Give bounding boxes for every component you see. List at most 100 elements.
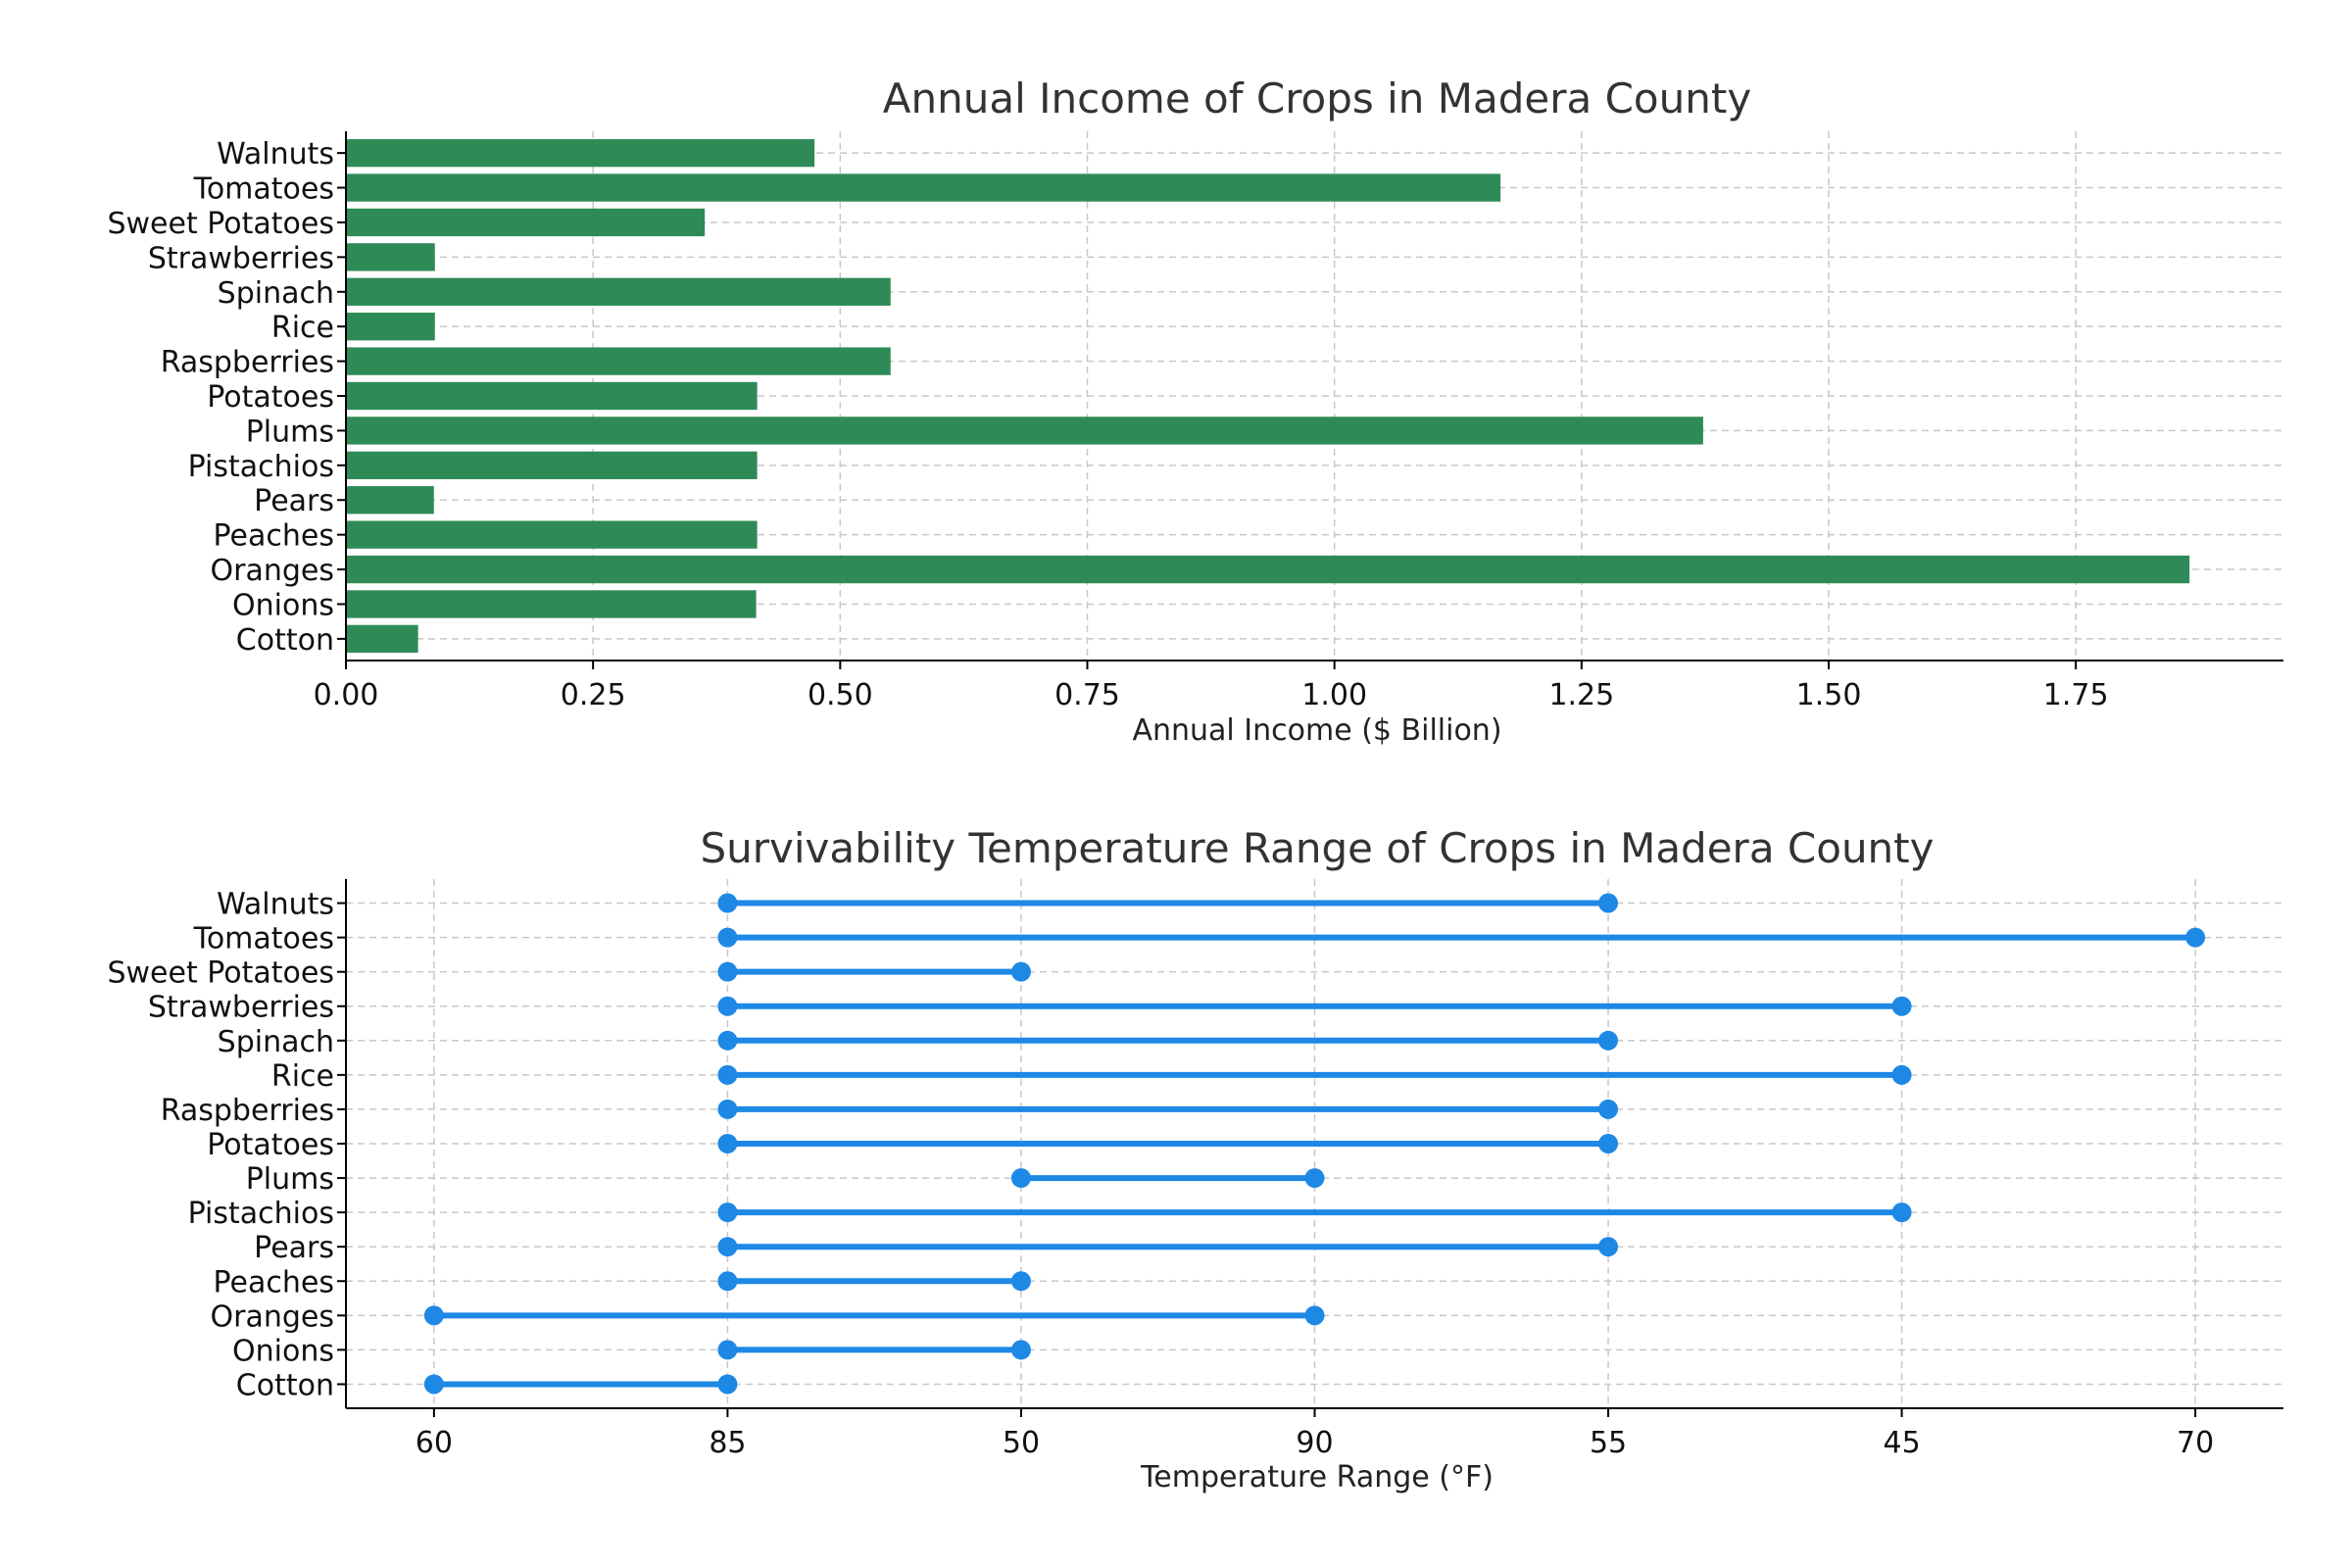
income-x-tick-label: 0.75 bbox=[1054, 678, 1120, 712]
income-x-tick-label: 1.00 bbox=[1301, 678, 1367, 712]
temperature-x-tick-label: 85 bbox=[709, 1426, 746, 1460]
temperature-range-end-peaches bbox=[1010, 1271, 1031, 1292]
income-bar-spinach bbox=[346, 277, 891, 306]
temperature-range-start-sweet-potatoes bbox=[717, 961, 738, 982]
temperature-range-end-strawberries bbox=[1891, 996, 1912, 1016]
temperature-range-end-pears bbox=[1598, 1237, 1619, 1257]
temperature-y-tick-label: Spinach bbox=[218, 1025, 334, 1059]
temperature-range-end-onions bbox=[1010, 1340, 1031, 1360]
temperature-range-end-sweet-potatoes bbox=[1010, 961, 1031, 982]
income-y-tick-label: Tomatoes bbox=[193, 172, 334, 207]
income-x-tick-label: 0.50 bbox=[808, 678, 873, 712]
temperature-y-tick-label: Potatoes bbox=[207, 1128, 334, 1162]
temperature-range-chart: 60 85 50 90 55 45 70 CottonOnionsOrangesPeache… bbox=[107, 824, 2283, 1494]
temperature-range-start-pears bbox=[717, 1237, 738, 1257]
income-y-tick-label: Walnuts bbox=[217, 137, 334, 172]
income-bar-cotton bbox=[346, 624, 418, 654]
temperature-x-tick-label: 50 bbox=[1003, 1426, 1040, 1460]
temperature-x-ticks: 60 85 50 90 55 45 70 bbox=[416, 1408, 2214, 1460]
temperature-range-end-rice bbox=[1891, 1064, 1912, 1085]
income-y-tick-label: Strawberries bbox=[148, 241, 334, 275]
temperature-range-start-onions bbox=[717, 1340, 738, 1360]
income-x-tick-label: 1.25 bbox=[1548, 678, 1614, 712]
income-y-tick-label: Peaches bbox=[214, 519, 334, 554]
income-x-tick-label: 0.25 bbox=[561, 678, 626, 712]
income-x-ticks: 0.00 0.25 0.50 0.75 1.00 1.25 1.50 1.75 bbox=[314, 661, 2109, 712]
temperature-y-ticks: CottonOnionsOrangesPeachesPearsPistachio… bbox=[107, 888, 346, 1402]
temperature-range-start-pistachios bbox=[717, 1202, 738, 1223]
temperature-range-start-oranges bbox=[423, 1305, 444, 1326]
income-y-tick-label: Sweet Potatoes bbox=[107, 207, 334, 241]
temperature-y-tick-label: Sweet Potatoes bbox=[107, 956, 334, 991]
income-x-tick-label: 1.50 bbox=[1796, 678, 1862, 712]
temperature-x-tick-label: 70 bbox=[2177, 1426, 2214, 1460]
temperature-range-end-walnuts bbox=[1598, 893, 1619, 913]
temperature-y-tick-label: Plums bbox=[246, 1162, 334, 1197]
income-bar-raspberries bbox=[346, 347, 891, 375]
temperature-range-end-spinach bbox=[1598, 1030, 1619, 1051]
temperature-x-axis-label: Temperature Range (°F) bbox=[1140, 1460, 1494, 1494]
income-chart-title: Annual Income of Crops in Madera County bbox=[883, 74, 1751, 122]
temperature-y-tick-label: Pears bbox=[254, 1231, 334, 1265]
income-bar-oranges bbox=[346, 555, 2190, 584]
income-y-tick-label: Potatoes bbox=[207, 380, 334, 415]
income-bar-tomatoes bbox=[346, 173, 1501, 202]
temperature-y-tick-label: Peaches bbox=[214, 1265, 334, 1299]
temperature-x-tick-label: 90 bbox=[1296, 1426, 1333, 1460]
income-bar-chart: 0.00 0.25 0.50 0.75 1.00 1.25 1.50 1.75 CottonO… bbox=[107, 74, 2283, 748]
income-bar-peaches bbox=[346, 520, 758, 549]
temperature-y-tick-label: Pistachios bbox=[188, 1197, 334, 1231]
temperature-range-end-cotton bbox=[717, 1374, 738, 1395]
temperature-y-tick-label: Raspberries bbox=[161, 1094, 334, 1128]
income-bar-sweet-potatoes bbox=[346, 208, 706, 237]
income-bar-onions bbox=[346, 590, 757, 618]
income-y-tick-label: Rice bbox=[271, 311, 334, 345]
income-bar-walnuts bbox=[346, 138, 815, 168]
temperature-range-start-walnuts bbox=[717, 893, 738, 913]
temperature-y-tick-label: Tomatoes bbox=[193, 922, 334, 956]
temperature-y-tick-label: Onions bbox=[232, 1334, 334, 1368]
temperature-y-tick-label: Cotton bbox=[236, 1368, 334, 1402]
temperature-x-tick-label: 55 bbox=[1590, 1426, 1627, 1460]
income-bar-plums bbox=[346, 416, 1703, 445]
temperature-y-tick-label: Oranges bbox=[211, 1299, 334, 1334]
income-x-tick-label: 0.00 bbox=[314, 678, 379, 712]
income-y-ticks: CottonOnionsOrangesPeachesPearsPistachio… bbox=[107, 137, 346, 658]
income-bar-rice bbox=[346, 313, 435, 341]
income-bar-strawberries bbox=[346, 243, 435, 271]
temperature-range-start-rice bbox=[717, 1064, 738, 1085]
temperature-range-end-raspberries bbox=[1598, 1099, 1619, 1119]
temperature-range-start-strawberries bbox=[717, 996, 738, 1016]
temperature-range-start-tomatoes bbox=[717, 927, 738, 948]
temperature-range-start-spinach bbox=[717, 1030, 738, 1051]
temperature-range-end-plums bbox=[1304, 1168, 1325, 1189]
income-x-axis-label: Annual Income ($ Billion) bbox=[1132, 713, 1501, 748]
temperature-range-end-tomatoes bbox=[2185, 927, 2206, 948]
temperature-range-start-plums bbox=[1010, 1168, 1031, 1189]
income-bar-potatoes bbox=[346, 381, 758, 411]
income-bar-pears bbox=[346, 486, 434, 514]
temperature-range-start-cotton bbox=[423, 1374, 444, 1395]
temperature-range-start-potatoes bbox=[717, 1134, 738, 1153]
income-y-tick-label: Cotton bbox=[236, 623, 334, 658]
income-y-tick-label: Raspberries bbox=[161, 346, 334, 380]
temperature-y-tick-label: Rice bbox=[271, 1059, 334, 1094]
income-y-tick-label: Onions bbox=[232, 588, 334, 622]
temperature-range-end-pistachios bbox=[1891, 1202, 1912, 1223]
income-x-tick-label: 1.75 bbox=[2043, 678, 2109, 712]
temperature-ranges bbox=[423, 893, 2206, 1395]
temperature-y-tick-label: Strawberries bbox=[148, 991, 334, 1025]
temperature-y-tick-label: Walnuts bbox=[217, 888, 334, 922]
temperature-range-end-potatoes bbox=[1598, 1134, 1619, 1153]
income-y-tick-label: Spinach bbox=[218, 276, 334, 311]
temperature-chart-title: Survivability Temperature Range of Crops… bbox=[700, 824, 1934, 872]
income-bar-pistachios bbox=[346, 451, 758, 479]
income-y-tick-label: Oranges bbox=[211, 554, 334, 588]
temperature-range-start-peaches bbox=[717, 1271, 738, 1292]
income-bars bbox=[346, 138, 2190, 654]
temperature-x-tick-label: 60 bbox=[416, 1426, 453, 1460]
temperature-range-start-raspberries bbox=[717, 1099, 738, 1119]
income-y-tick-label: Pistachios bbox=[188, 450, 334, 484]
income-y-tick-label: Pears bbox=[254, 484, 334, 518]
